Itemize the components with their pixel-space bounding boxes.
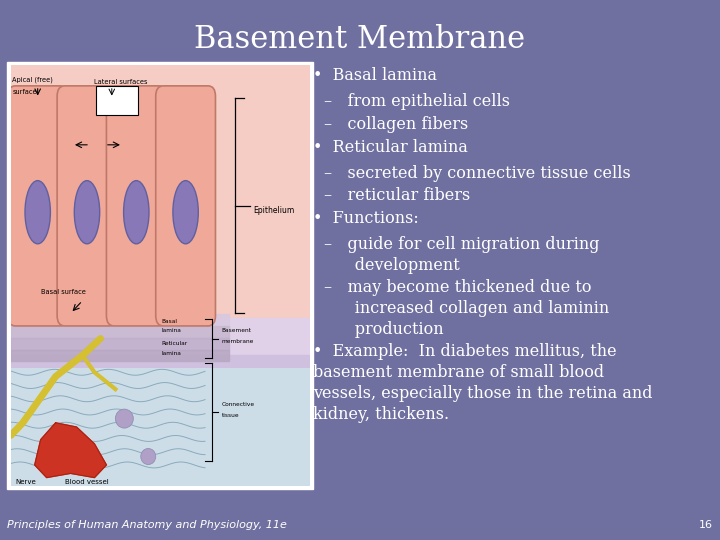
Text: –   guide for cell migration during
      development: – guide for cell migration during develo… <box>324 236 600 274</box>
Text: Basement: Basement <box>222 328 251 333</box>
Text: •  Reticular lamina: • Reticular lamina <box>313 139 468 156</box>
Text: Lateral surfaces: Lateral surfaces <box>94 79 148 85</box>
Bar <box>11 368 310 486</box>
Text: –   reticular fibers: – reticular fibers <box>324 187 470 204</box>
Text: membrane: membrane <box>222 339 254 344</box>
Text: –   secreted by connective tissue cells: – secreted by connective tissue cells <box>324 165 631 181</box>
FancyBboxPatch shape <box>107 86 166 326</box>
Text: Basal: Basal <box>162 319 178 323</box>
Text: Blood vessel: Blood vessel <box>65 479 108 485</box>
Bar <box>11 326 229 338</box>
FancyBboxPatch shape <box>7 62 313 489</box>
Text: Principles of Human Anatomy and Physiology, 11e: Principles of Human Anatomy and Physiolo… <box>7 520 287 530</box>
Polygon shape <box>35 423 107 477</box>
Ellipse shape <box>141 449 156 464</box>
FancyBboxPatch shape <box>57 86 117 326</box>
Bar <box>96 86 138 116</box>
Text: 16: 16 <box>699 520 713 530</box>
Text: surface: surface <box>12 89 37 95</box>
Text: Connective: Connective <box>222 402 255 407</box>
Text: Apical (free): Apical (free) <box>12 77 53 83</box>
Bar <box>11 314 229 326</box>
FancyBboxPatch shape <box>8 86 68 326</box>
Ellipse shape <box>124 180 149 244</box>
Bar <box>11 65 310 318</box>
Text: Reticular: Reticular <box>162 341 188 346</box>
Ellipse shape <box>25 180 50 244</box>
Bar <box>11 318 310 355</box>
Text: Basal surface: Basal surface <box>40 289 86 295</box>
Bar <box>11 355 310 368</box>
Bar <box>11 338 229 349</box>
Text: •  Basal lamina: • Basal lamina <box>313 68 437 84</box>
Text: lamina: lamina <box>162 350 181 355</box>
Text: •  Example:  In diabetes mellitus, the
basement membrane of small blood
vessels,: • Example: In diabetes mellitus, the bas… <box>313 343 653 423</box>
Text: tissue: tissue <box>222 413 239 417</box>
Text: –   collagen fibers: – collagen fibers <box>324 116 468 133</box>
Ellipse shape <box>115 409 133 428</box>
Text: Basement Membrane: Basement Membrane <box>194 24 526 55</box>
Text: lamina: lamina <box>162 328 181 333</box>
Text: Epithelium: Epithelium <box>253 206 294 214</box>
FancyBboxPatch shape <box>156 86 215 326</box>
Text: –   from epithelial cells: – from epithelial cells <box>324 93 510 110</box>
Bar <box>11 349 229 361</box>
Text: •  Functions:: • Functions: <box>313 210 419 227</box>
Ellipse shape <box>74 180 99 244</box>
Ellipse shape <box>173 180 198 244</box>
Text: –   may become thickened due to
      increased collagen and laminin
      produ: – may become thickened due to increased … <box>324 279 609 338</box>
Text: Nerve: Nerve <box>15 479 36 485</box>
